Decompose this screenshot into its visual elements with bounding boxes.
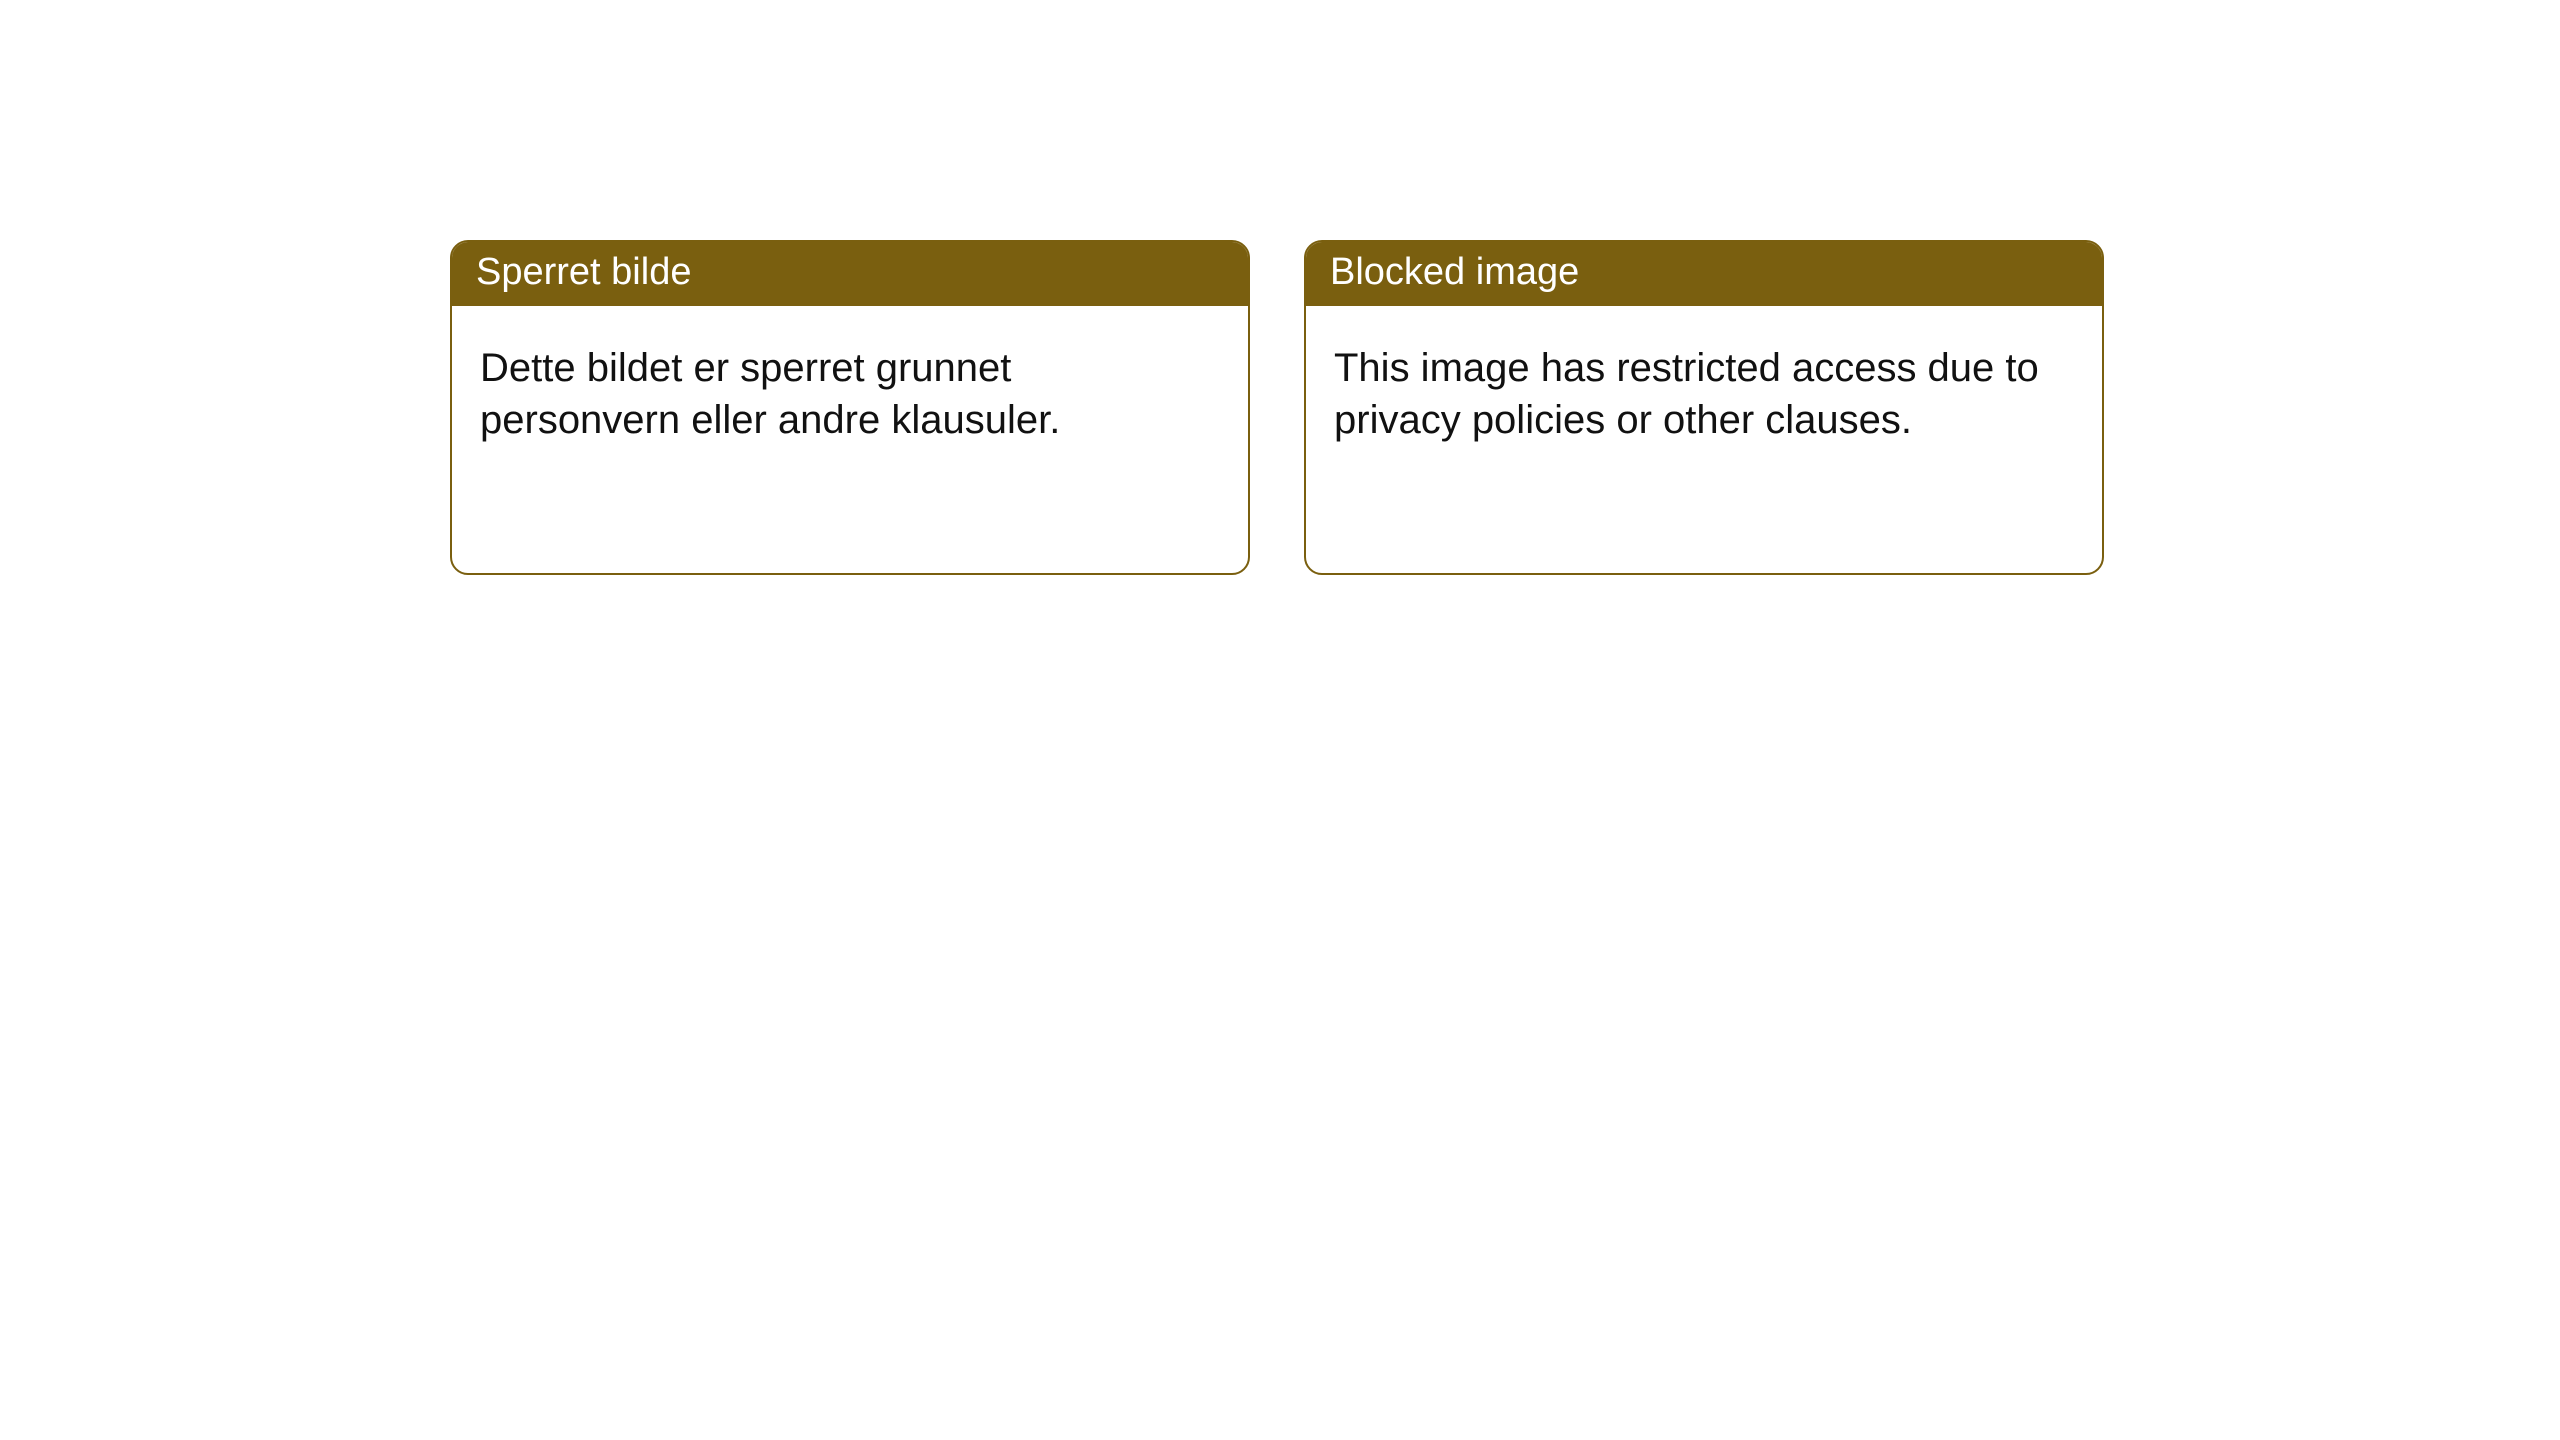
notice-card-english: Blocked image This image has restricted … — [1304, 240, 2104, 575]
notice-cards-row: Sperret bilde Dette bildet er sperret gr… — [0, 0, 2560, 575]
notice-card-body: Dette bildet er sperret grunnet personve… — [452, 306, 1248, 476]
notice-card-body: This image has restricted access due to … — [1306, 306, 2102, 476]
notice-card-title: Sperret bilde — [452, 242, 1248, 306]
notice-card-title: Blocked image — [1306, 242, 2102, 306]
notice-card-norwegian: Sperret bilde Dette bildet er sperret gr… — [450, 240, 1250, 575]
